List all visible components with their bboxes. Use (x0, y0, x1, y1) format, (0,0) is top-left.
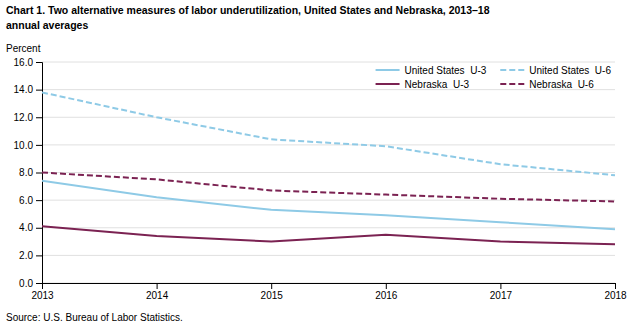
legend-label: Nebraska U-3 (405, 79, 470, 90)
x-axis-line (43, 284, 616, 290)
grid-line (42, 255, 615, 256)
lines (42, 92, 615, 244)
legend-swatch (500, 83, 524, 85)
y-tick-mark (36, 255, 42, 256)
x-tick: 2014 (146, 283, 169, 301)
y-axis: 0.0 2.0 4.0 6.0 8.0 10.0 12.0 14.0 16.0 (14, 57, 43, 289)
legend-swatch (500, 69, 524, 71)
y-tick-mark (36, 90, 42, 91)
y-tick-mark (36, 117, 42, 118)
x-tick-mark (500, 283, 501, 289)
y-tick-label: 12.0 (14, 112, 34, 123)
y-tick: 0.0 (19, 278, 42, 289)
title: Chart 1. Two alternative measures of lab… (6, 4, 490, 16)
y-tick-label: 6.0 (19, 195, 33, 206)
legend-item: Nebraska U-6 (500, 79, 594, 90)
grid-line (42, 172, 615, 173)
source: Source: U.S. Bureau of Labor Statistics. (6, 312, 183, 323)
grid-line (42, 117, 615, 118)
y-tick-label: 14.0 (14, 84, 34, 95)
x-tick: 2016 (375, 283, 398, 301)
y-tick-label: 16.0 (14, 57, 34, 68)
y-tick-mark (36, 200, 42, 201)
y-tick-label: 2.0 (19, 250, 33, 261)
y-tick-mark (36, 173, 42, 174)
y-axis-label: Percent (6, 43, 41, 54)
y-axis-line (36, 63, 43, 284)
y-tick-mark (36, 62, 42, 63)
legend-item: United States U-6 (500, 65, 611, 76)
x-tick: 2015 (261, 283, 284, 301)
series-line (42, 92, 615, 175)
x-tick-label: 2018 (604, 290, 627, 301)
x-axis: 2013 2014 2015 2016 2017 2018 (31, 283, 627, 301)
legend-swatch (376, 69, 400, 71)
x-tick-label: 2015 (261, 290, 284, 301)
grid-line (42, 227, 615, 228)
y-tick: 4.0 (19, 222, 42, 233)
y-tick: 14.0 (14, 84, 42, 95)
x-tick: 2013 (31, 283, 54, 301)
y-tick-label: 10.0 (14, 140, 34, 151)
legend-item: Nebraska U-3 (376, 79, 470, 90)
x-tick: 2017 (490, 283, 513, 301)
x-tick-mark (157, 283, 158, 289)
x-tick-label: 2014 (146, 290, 169, 301)
series-line (42, 181, 615, 229)
x-tick-label: 2017 (490, 290, 513, 301)
y-tick-label: 4.0 (19, 222, 33, 233)
series-line (42, 226, 615, 244)
chart: Chart 1. Two alternative measures of lab… (0, 0, 635, 327)
y-tick-mark (36, 145, 42, 146)
y-tick: 16.0 (14, 57, 42, 68)
grid (42, 62, 615, 283)
y-tick: 12.0 (14, 112, 42, 123)
series-line (42, 173, 615, 202)
legend-label: Nebraska U-6 (529, 79, 594, 90)
grid-line (42, 62, 615, 63)
x-tick-mark (615, 283, 616, 289)
y-tick-label: 8.0 (19, 167, 33, 178)
grid-line (42, 144, 615, 145)
legend-swatch (376, 83, 400, 85)
x-tick-mark (271, 283, 272, 289)
x-tick-label: 2016 (375, 290, 398, 301)
legend-item: United States U-3 (376, 65, 487, 76)
x-tick-label: 2013 (31, 290, 54, 301)
y-tick: 6.0 (19, 195, 42, 206)
y-tick-mark (36, 228, 42, 229)
legend-label: United States U-6 (529, 65, 611, 76)
y-tick: 8.0 (19, 167, 42, 178)
legend-label: United States U-3 (405, 65, 487, 76)
subtitle: annual averages (6, 19, 88, 31)
legend: United States U-3 United States U-6 Nebras… (376, 65, 612, 90)
y-tick: 10.0 (14, 140, 42, 151)
x-tick: 2018 (604, 283, 627, 301)
y-tick-label: 0.0 (19, 278, 33, 289)
plot: 2013 2014 2015 2016 2017 2018 0.0 2.0 4.0 6.0 8.0 1… (14, 57, 628, 301)
y-tick-mark (36, 283, 42, 284)
x-tick-mark (386, 283, 387, 289)
y-tick: 2.0 (19, 250, 42, 261)
